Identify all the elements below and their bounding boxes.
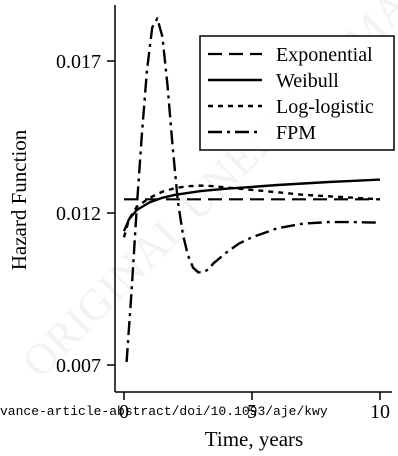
series-line-fpm [125,17,381,363]
y-axis-label: Hazard Function [7,129,31,270]
x-tick-label: 10 [370,401,390,423]
legend-label: FPM [276,122,316,144]
y-tick-label: 0.012 [56,203,101,225]
watermark-side-url: vance-article-abstract/doi/10.1093/aje/k… [0,404,328,419]
legend-label: Weibull [276,70,339,92]
x-tick-label: 0 [119,401,129,423]
x-axis-label: Time, years [205,427,303,451]
legend-label: Exponential [276,44,373,66]
series-line-log-logistic [122,184,381,238]
y-tick-label: 0.007 [56,355,101,377]
legend-label: Log-logistic [276,96,374,118]
series-line-weibull [122,178,381,232]
y-tick-label: 0.017 [56,51,101,73]
x-tick-label: 5 [247,401,257,423]
